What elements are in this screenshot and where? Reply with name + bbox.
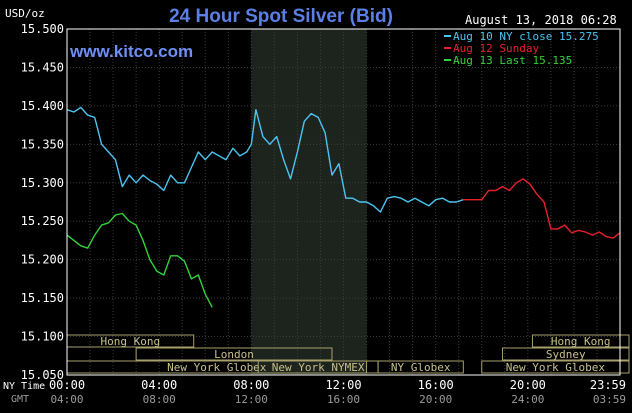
x-tick-label-gmt: 08:00: [143, 393, 176, 406]
y-axis-ticks: 15.500 15.450 15.400 15.350 15.300 15.250 15.2…: [21, 22, 64, 382]
plot-frame: [66, 28, 621, 376]
gridlines: [67, 28, 620, 376]
y-tick-label: 15.150: [21, 291, 64, 305]
x-tick-label-ny: 16:00: [418, 378, 454, 392]
y-tick-label: 15.400: [21, 99, 64, 113]
brand-url: www.kitco.com: [69, 42, 193, 61]
x-tick-label-gmt: 12:00: [235, 393, 268, 406]
y-tick-label: 15.500: [21, 22, 64, 36]
y-tick-label: 15.250: [21, 214, 64, 228]
y-tick-label: 15.050: [21, 368, 64, 382]
y-tick-label: 15.450: [21, 60, 64, 74]
x-tick-label-ny: 12:00: [325, 378, 361, 392]
session-box: [501, 347, 630, 361]
session-box: [481, 360, 630, 374]
legend-entry: Aug 13 Last 15.135: [453, 54, 572, 67]
gmt-row-label: GMT: [11, 394, 29, 405]
session-label: New York NYMEX: [272, 361, 365, 374]
x-tick-label-ny: 08:00: [233, 378, 269, 392]
x-tick-label-ny: 00:00: [49, 378, 85, 392]
x-tick-label-gmt: 20:00: [419, 393, 452, 406]
x-tick-label-gmt: 03:59: [593, 393, 626, 406]
y-axis-unit: USD/oz: [5, 7, 45, 20]
session-label: London: [214, 348, 254, 361]
timestamp: August 13, 2018 06:28: [465, 13, 617, 27]
x-tick-label-gmt: 16:00: [327, 393, 360, 406]
legend-entry: Aug 10 NY close 15.275: [453, 30, 599, 43]
price-series: [66, 106, 621, 308]
series-line: [66, 212, 213, 308]
session-label: Hong Kong: [101, 335, 161, 348]
session-label: NY Globex: [391, 361, 451, 374]
chart-title: 24 Hour Spot Silver (Bid): [169, 6, 393, 27]
session-label: Sydney: [546, 348, 586, 361]
ny-time-row-label: NY Time: [3, 381, 45, 392]
session-label: Hong Kong: [551, 335, 611, 348]
x-tick-label-ny: 20:00: [510, 378, 546, 392]
session-box: [135, 347, 333, 361]
y-tick-label: 15.200: [21, 253, 64, 267]
session-label: New York Globex: [506, 361, 606, 374]
highlight-band: [251, 29, 367, 375]
legend-entry: Aug 12 Sunday: [453, 42, 539, 55]
y-tick-label: 15.300: [21, 176, 64, 190]
session-box: [377, 360, 464, 374]
x-tick-label-ny: 04:00: [141, 378, 177, 392]
x-tick-label-ny: 23:59: [590, 378, 626, 392]
session-box: [531, 334, 630, 348]
y-tick-label: 15.100: [21, 330, 64, 344]
series-line: [463, 178, 621, 239]
series-line: [66, 106, 464, 213]
y-tick-label: 15.350: [21, 137, 64, 151]
x-tick-label-gmt: 04:00: [50, 393, 83, 406]
session-label: New York Globex: [167, 361, 267, 374]
x-tick-label-gmt: 24:00: [511, 393, 544, 406]
x-axis-ticks: 00:0004:0004:0008:0008:0012:0012:0016:00…: [49, 378, 626, 406]
